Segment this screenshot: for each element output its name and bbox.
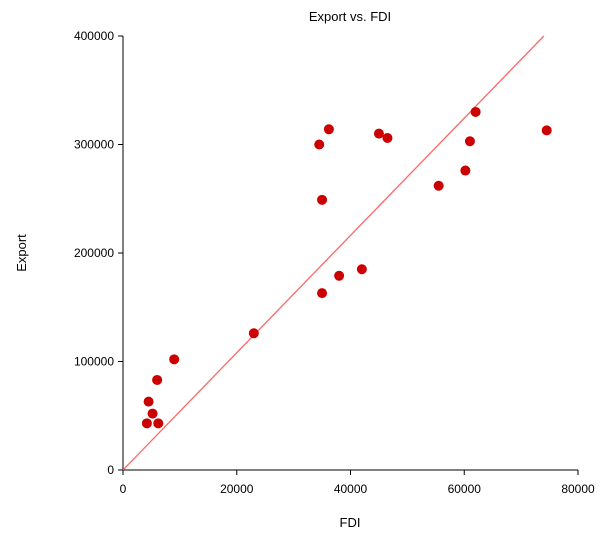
x-tick-label: 20000	[220, 482, 254, 496]
chart-title: Export vs. FDI	[309, 9, 391, 24]
data-point	[141, 418, 152, 429]
x-tick-label: 60000	[448, 482, 482, 496]
data-point	[433, 180, 444, 191]
data-point	[248, 328, 259, 339]
data-point	[169, 354, 180, 365]
data-point	[334, 270, 345, 281]
data-point	[143, 396, 154, 407]
reference-line	[122, 35, 545, 471]
data-point	[470, 106, 481, 117]
y-axis-label: Export	[14, 234, 29, 272]
data-point	[314, 139, 325, 150]
points-layer	[141, 106, 552, 429]
data-point	[317, 194, 328, 205]
data-point	[460, 165, 471, 176]
data-point	[317, 288, 328, 299]
data-point	[147, 408, 158, 419]
data-point	[356, 264, 367, 275]
y-tick-label: 300000	[74, 138, 114, 152]
reference-line-layer	[122, 35, 545, 471]
y-tick-label: 0	[107, 463, 114, 477]
data-point	[153, 418, 164, 429]
y-tick-label: 400000	[74, 29, 114, 43]
data-point	[464, 136, 475, 147]
y-tick-label: 100000	[74, 355, 114, 369]
x-tick-label: 40000	[334, 482, 368, 496]
data-point	[323, 124, 334, 135]
x-tick-label: 0	[120, 482, 127, 496]
data-point	[382, 132, 393, 143]
x-tick-label: 80000	[561, 482, 595, 496]
x-axis-label: FDI	[340, 515, 361, 530]
data-point	[373, 128, 384, 139]
data-point	[541, 125, 552, 136]
ticks-layer: 0 20000 40000 60000 80000 0 100000 200000 300000…	[74, 29, 595, 496]
data-point	[152, 374, 163, 385]
y-tick-label: 200000	[74, 246, 114, 260]
